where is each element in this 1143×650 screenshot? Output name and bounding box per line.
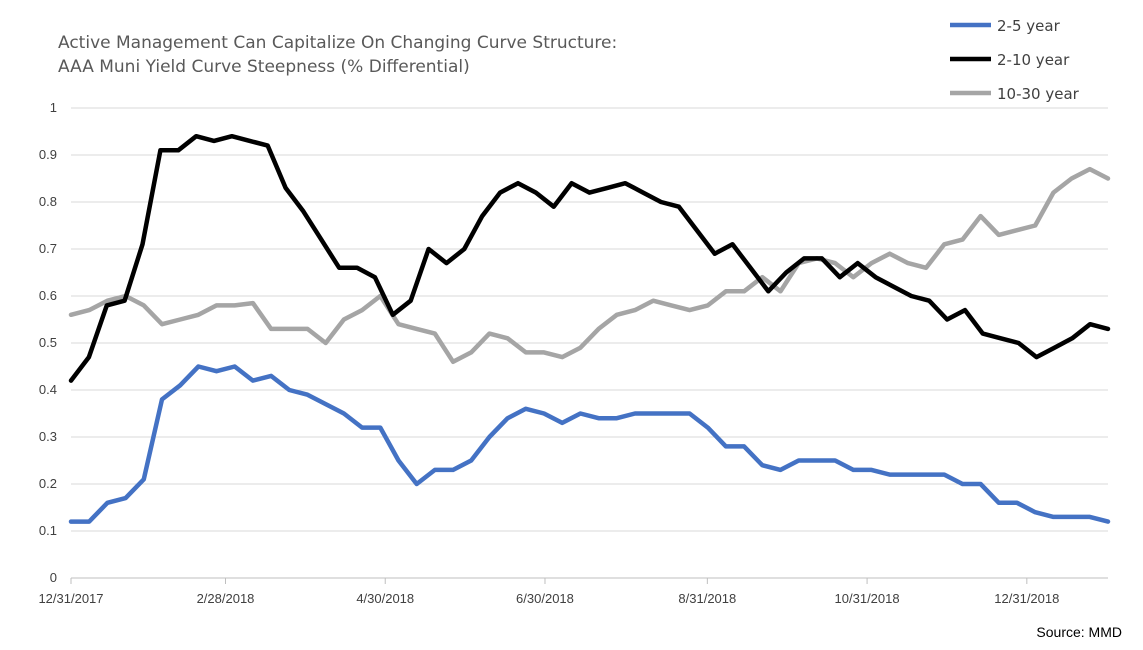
y-tick-label: 0.3 <box>39 429 57 444</box>
x-tick-label: 4/30/2018 <box>356 591 414 606</box>
y-tick-label: 1 <box>50 100 57 115</box>
x-tick-label: 10/31/2018 <box>835 591 900 606</box>
x-axis: 12/31/2017 2/28/2018 4/30/2018 6/30/2018 8/3… <box>38 578 1059 606</box>
y-tick-label: 0 <box>50 570 57 585</box>
y-tick-label: 0.5 <box>39 335 57 350</box>
series-2-5-year-line <box>68 364 1111 524</box>
y-tick-label: 0.6 <box>39 288 57 303</box>
legend-label-10-30: 10-30 year <box>997 85 1080 103</box>
x-tick-label: 8/31/2018 <box>678 591 736 606</box>
y-tick-label: 0.9 <box>39 147 57 162</box>
x-tick-label: 6/30/2018 <box>516 591 574 606</box>
y-tick-label: 0.2 <box>39 476 57 491</box>
plot-area <box>68 133 1111 524</box>
series-2-10-year-line <box>68 133 1111 383</box>
y-tick-label: 0.1 <box>39 523 57 538</box>
x-tick-label: 12/31/2018 <box>994 591 1059 606</box>
gridlines <box>71 107 1108 579</box>
y-axis: 0 0.1 0.2 0.3 0.4 0.5 0.6 0.7 0.8 0.9 1 <box>39 100 57 585</box>
legend: 2-5 year 2-10 year 10-30 year <box>950 17 1080 103</box>
chart-title: Active Management Can Capitalize On Chan… <box>58 33 617 53</box>
y-tick-label: 0.4 <box>39 382 57 397</box>
y-tick-label: 0.7 <box>39 241 57 256</box>
series-10-30-year-line <box>68 166 1111 365</box>
legend-label-2-5: 2-5 year <box>997 17 1061 35</box>
x-tick-label: 2/28/2018 <box>197 591 255 606</box>
chart-subtitle: AAA Muni Yield Curve Steepness (% Differ… <box>58 57 470 77</box>
source-note: Source: MMD <box>1036 624 1122 640</box>
legend-label-2-10: 2-10 year <box>997 51 1070 69</box>
x-tick-label: 12/31/2017 <box>38 591 103 606</box>
y-tick-label: 0.8 <box>39 194 57 209</box>
